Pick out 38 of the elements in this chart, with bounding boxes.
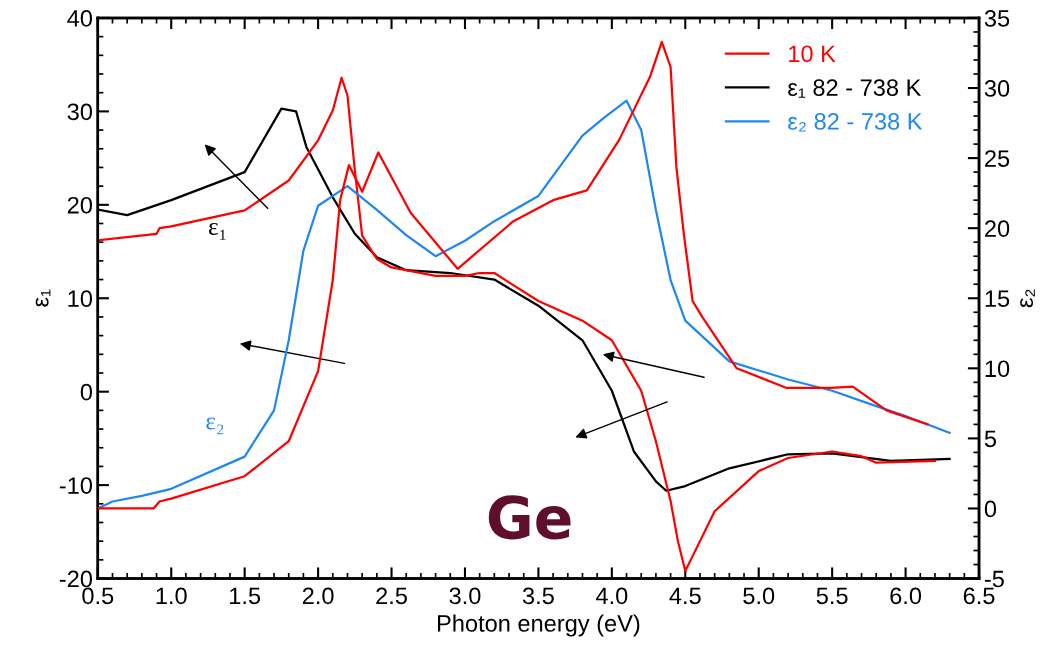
y-tick-label: 20	[67, 196, 93, 214]
y2-axis-title: ε₂	[1020, 289, 1035, 308]
x-tick-label: 2.5	[376, 587, 407, 605]
y-axis-title: ε₁	[35, 289, 51, 307]
x-tick-label: 3.5	[522, 587, 554, 605]
x-tick-label: 5.0	[743, 587, 775, 605]
y2-tick-label: 5	[984, 430, 997, 448]
y2-tick-label: -5	[984, 570, 1004, 588]
y-tick-label: 0	[80, 383, 93, 401]
legend-label: 10 K	[789, 45, 836, 63]
y2-tick-label: 30	[984, 80, 1010, 97]
y2-tick-label: 10	[985, 360, 1010, 378]
y-tick-label: 10	[68, 290, 93, 308]
y2-tick-label: 20	[985, 220, 1010, 237]
x-tick-label: 4.0	[595, 587, 628, 605]
y-tick-label: -20	[59, 570, 93, 588]
legend-label: ε₁ 82 - 738 K	[788, 79, 922, 98]
y-tick-label: -10	[59, 477, 93, 494]
x-tick-label: 6.5	[963, 587, 995, 605]
y-tick-label: 30	[67, 103, 93, 121]
x-tick-label: 3.0	[449, 587, 481, 605]
annotation: Ge	[488, 495, 571, 540]
annotation: ε₂	[206, 417, 224, 435]
x-tick-label: 0.5	[82, 587, 114, 605]
x-tick-label: 1.0	[156, 587, 187, 605]
x-tick-label: 2.0	[302, 587, 334, 605]
annotation: ε₁	[209, 222, 226, 240]
legend-label: ε₂ 82 - 738 K	[788, 113, 923, 132]
y-tick-label: 40	[67, 10, 93, 27]
x-axis-title: Photon energy (eV)	[437, 614, 640, 637]
x-tick-label: 4.5	[669, 587, 701, 605]
x-tick-label: 6.0	[890, 587, 922, 605]
x-tick-label: 1.5	[230, 587, 261, 605]
y2-tick-label: 0	[984, 500, 997, 518]
y2-tick-label: 35	[984, 10, 1010, 27]
x-tick-label: 5.5	[816, 587, 848, 605]
y2-tick-label: 15	[985, 290, 1010, 308]
y2-tick-label: 25	[985, 150, 1010, 167]
